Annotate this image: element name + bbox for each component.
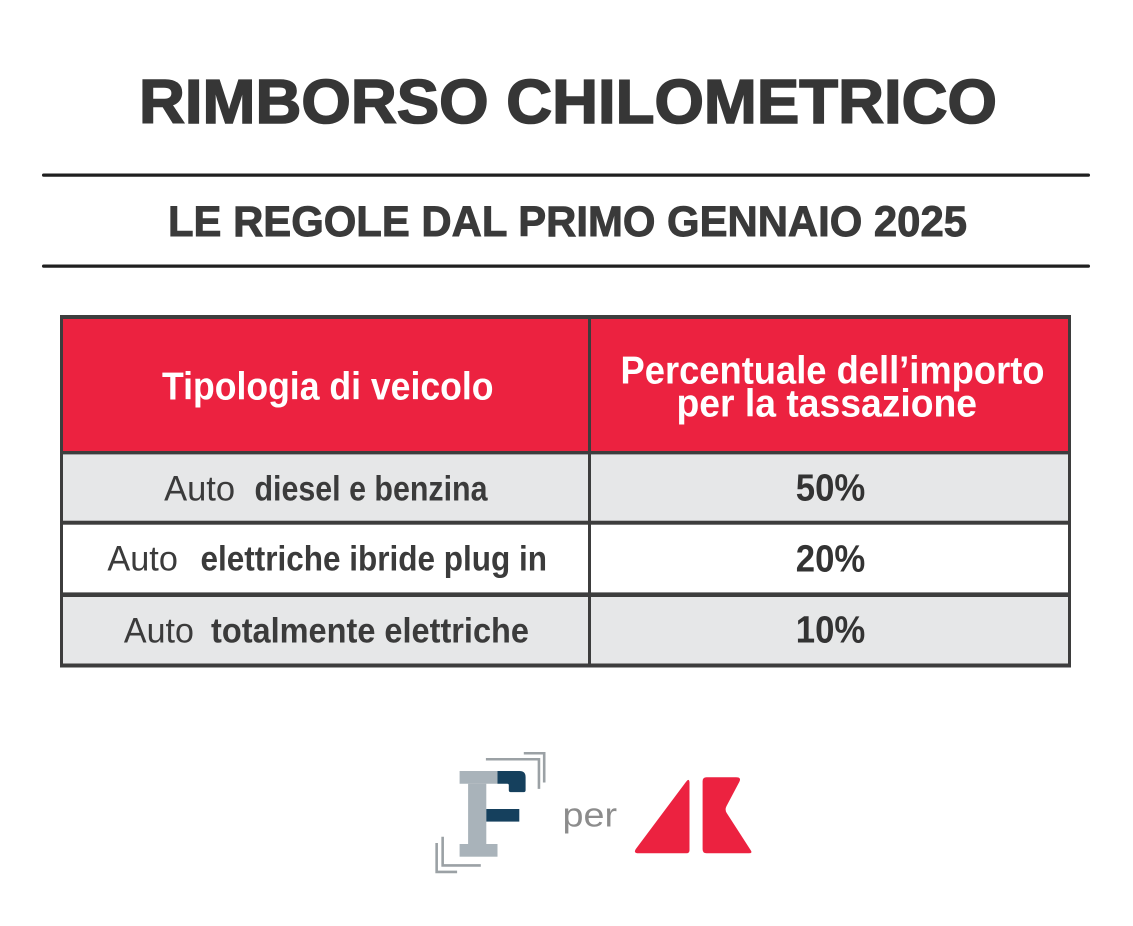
svg-text:per la tassazione: per la tassazione	[677, 383, 978, 426]
svg-text:RIMBORSO CHILOMETRICO: RIMBORSO CHILOMETRICO	[139, 68, 997, 137]
svg-text:LE REGOLE DAL PRIMO GENNAIO 20: LE REGOLE DAL PRIMO GENNAIO 2025	[168, 198, 967, 246]
svg-text:20%: 20%	[796, 539, 866, 581]
svg-text:per: per	[563, 797, 618, 835]
svg-text:elettriche ibride plug in: elettriche ibride plug in	[201, 540, 548, 579]
svg-text:50%: 50%	[796, 468, 866, 510]
svg-text:totalmente elettriche: totalmente elettriche	[211, 612, 529, 651]
svg-text:Auto: Auto	[107, 540, 177, 579]
svg-text:Auto: Auto	[124, 612, 194, 651]
svg-text:Tipologia di veicolo: Tipologia di veicolo	[162, 366, 494, 409]
svg-text:Auto: Auto	[164, 470, 235, 509]
svg-text:Percentuale dell’importo: Percentuale dell’importo	[621, 350, 1045, 393]
svg-text:10%: 10%	[796, 610, 866, 652]
svg-text:diesel e benzina: diesel e benzina	[255, 470, 488, 509]
